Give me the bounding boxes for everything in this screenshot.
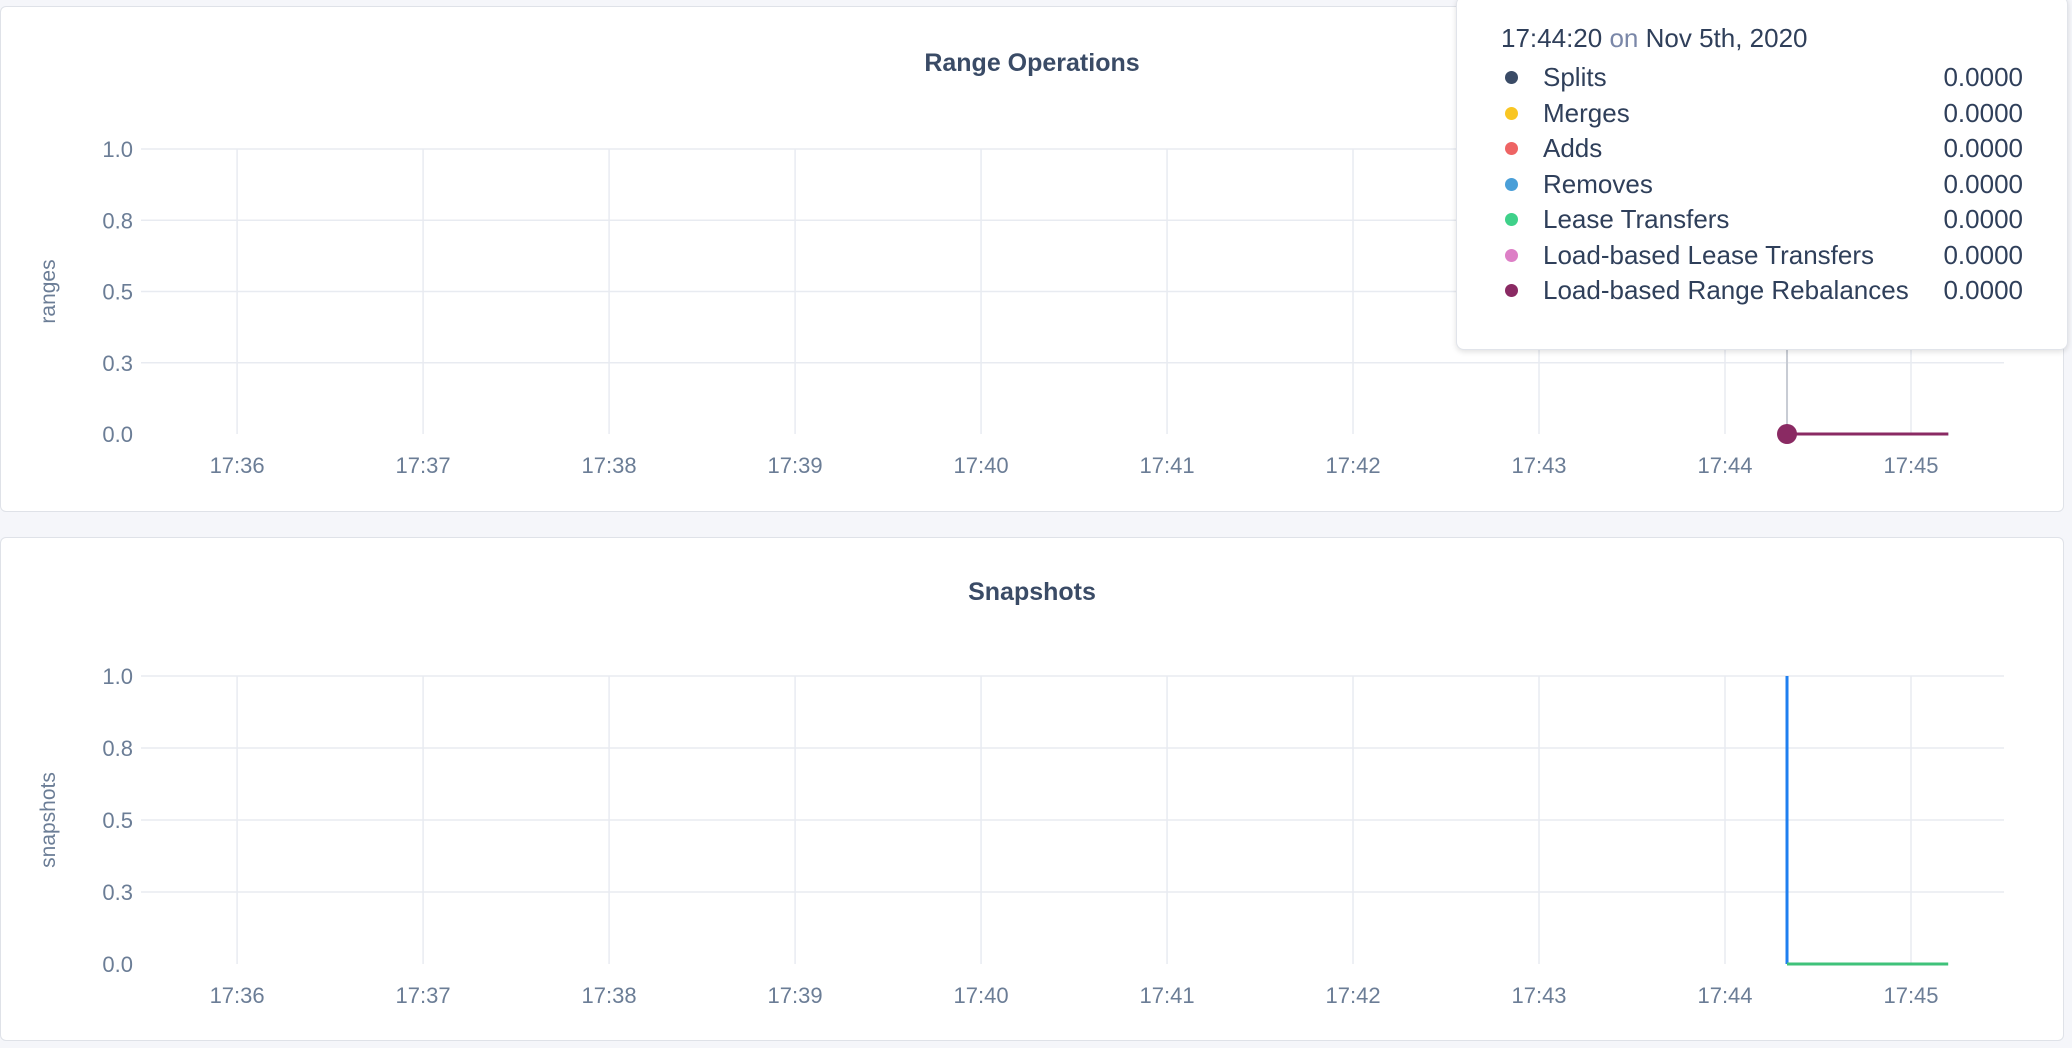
tooltip-time: 17:44:20 xyxy=(1501,23,1603,53)
x-tick-label: 17:43 xyxy=(1511,983,1566,1008)
tooltip-row: Load-based Lease Transfers 0.0000 xyxy=(1501,238,2023,274)
y-tick-label: 0.3 xyxy=(102,880,133,905)
y-tick-label: 1.0 xyxy=(102,137,133,162)
series-value: 0.0000 xyxy=(1943,239,2023,270)
series-name: Load-based Range Rebalances xyxy=(1543,275,1909,306)
tooltip-row: Adds 0.0000 xyxy=(1501,131,2023,167)
x-tick-label: 17:41 xyxy=(1140,983,1195,1008)
x-tick-label: 17:37 xyxy=(396,453,451,478)
tooltip-row: Splits 0.0000 xyxy=(1501,60,2023,96)
x-tick-label: 17:42 xyxy=(1326,983,1381,1008)
series-value: 0.0000 xyxy=(1943,62,2023,93)
series-value: 0.0000 xyxy=(1943,275,2023,306)
y-axis-label: snapshots xyxy=(37,772,60,868)
tooltip-date: Nov 5th, 2020 xyxy=(1645,23,1808,53)
y-tick-label: 0.0 xyxy=(102,422,133,447)
x-tick-label: 17:45 xyxy=(1883,983,1938,1008)
series-value: 0.0000 xyxy=(1943,168,2023,199)
y-tick-label: 1.0 xyxy=(102,664,133,689)
y-tick-label: 0.5 xyxy=(102,280,133,305)
x-tick-label: 17:45 xyxy=(1883,453,1938,478)
tooltip-row: Merges 0.0000 xyxy=(1501,96,2023,132)
series-name: Lease Transfers xyxy=(1543,204,1730,235)
x-tick-label: 17:44 xyxy=(1697,983,1752,1008)
chart-title: Range Operations xyxy=(924,49,1140,77)
legend-dot-icon xyxy=(1505,71,1518,85)
hover-tooltip: 17:44:20 on Nov 5th, 2020 Splits 0.0000 Me… xyxy=(1456,0,2068,350)
y-axis-label: ranges xyxy=(37,259,60,323)
x-tick-label: 17:41 xyxy=(1140,453,1195,478)
series-name: Adds xyxy=(1543,133,1603,164)
legend-dot-icon xyxy=(1505,177,1518,191)
series-value: 0.0000 xyxy=(1943,133,2023,164)
legend-dot-icon xyxy=(1505,142,1518,156)
tooltip-row: Removes 0.0000 xyxy=(1501,167,2023,203)
tooltip-row: Load-based Range Rebalances 0.0000 xyxy=(1501,273,2023,309)
hover-point xyxy=(1777,424,1798,444)
tooltip-on: on xyxy=(1609,23,1639,53)
snapshots-chart[interactable]: 0.0 0.3 0.5 0.8 1.0 17:36 17:37 17:38 17:39 17:40… xyxy=(1,538,2065,1042)
x-tick-label: 17:44 xyxy=(1697,453,1752,478)
series-value: 0.0000 xyxy=(1943,204,2023,235)
tooltip-header: 17:44:20 on Nov 5th, 2020 xyxy=(1501,23,2023,54)
legend-dot-icon xyxy=(1505,213,1518,227)
series-name: Load-based Lease Transfers xyxy=(1543,239,1874,270)
x-tick-label: 17:39 xyxy=(768,453,823,478)
tooltip-row: Lease Transfers 0.0000 xyxy=(1501,202,2023,238)
series-name: Merges xyxy=(1543,97,1630,128)
x-tick-label: 17:39 xyxy=(768,983,823,1008)
x-tick-label: 17:36 xyxy=(210,983,265,1008)
y-tick-label: 0.8 xyxy=(102,736,133,761)
y-tick-label: 0.3 xyxy=(102,351,133,376)
series-value: 0.0000 xyxy=(1943,97,2023,128)
legend-dot-icon xyxy=(1505,248,1518,262)
x-tick-label: 17:38 xyxy=(582,983,637,1008)
chart-title: Snapshots xyxy=(968,578,1096,606)
x-tick-label: 17:36 xyxy=(210,453,265,478)
snapshots-panel: Snapshots 0.0 0.3 0.5 0.8 1.0 17:36 17:37 17:38… xyxy=(0,537,2064,1041)
series-name: Splits xyxy=(1543,62,1607,93)
y-tick-label: 0.5 xyxy=(102,808,133,833)
x-tick-label: 17:38 xyxy=(582,453,637,478)
x-tick-label: 17:43 xyxy=(1511,453,1566,478)
x-tick-label: 17:42 xyxy=(1326,453,1381,478)
x-tick-label: 17:40 xyxy=(954,983,1009,1008)
y-tick-label: 0.0 xyxy=(102,952,133,977)
x-tick-label: 17:40 xyxy=(954,453,1009,478)
legend-dot-icon xyxy=(1505,284,1518,298)
y-tick-label: 0.8 xyxy=(102,208,133,233)
legend-dot-icon xyxy=(1505,106,1518,120)
x-tick-label: 17:37 xyxy=(396,983,451,1008)
series-name: Removes xyxy=(1543,168,1653,199)
